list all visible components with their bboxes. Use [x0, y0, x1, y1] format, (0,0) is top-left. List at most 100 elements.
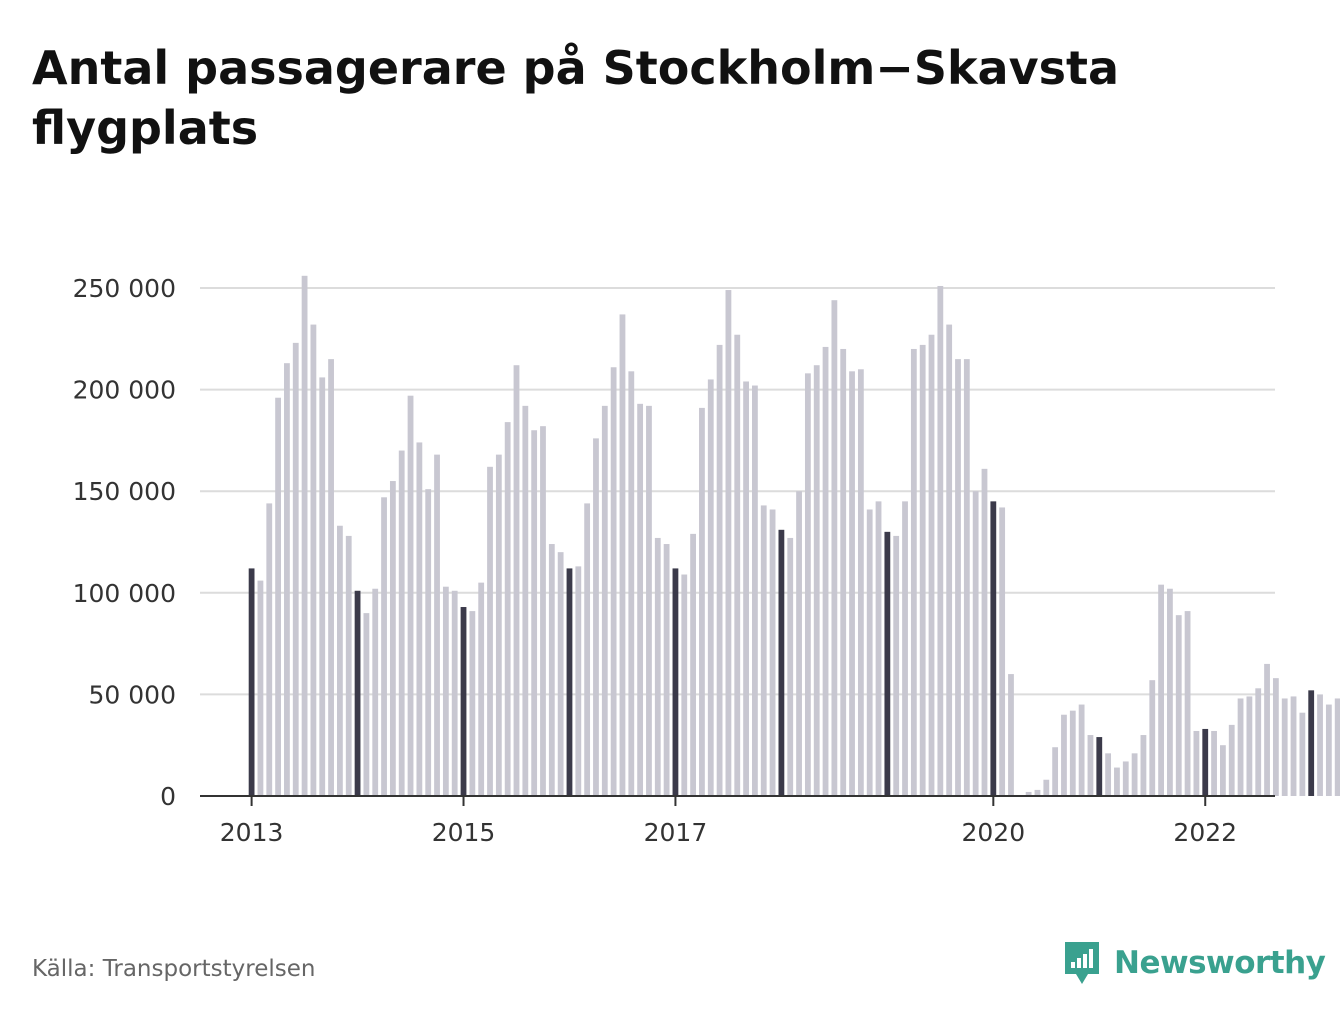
bar [1255, 688, 1262, 796]
bar [875, 501, 882, 796]
newsworthy-logo-icon [1065, 942, 1099, 984]
bar [937, 285, 944, 796]
bar [1299, 712, 1306, 796]
bar [1228, 724, 1235, 796]
bar [981, 468, 988, 796]
bar [663, 544, 670, 796]
bar [1149, 680, 1156, 796]
bar [1317, 694, 1323, 796]
bar [266, 503, 273, 796]
bar [822, 346, 829, 796]
bar [787, 537, 794, 796]
bar [1202, 728, 1209, 796]
bar [743, 381, 749, 796]
bar [337, 525, 343, 796]
y-tick-label: 0 [160, 782, 176, 811]
bar [637, 403, 644, 796]
bar [478, 582, 485, 796]
bar [584, 503, 591, 796]
bar [1175, 615, 1182, 796]
bar [654, 537, 661, 796]
bar [1078, 704, 1085, 796]
bar [1087, 735, 1094, 796]
bar [902, 501, 908, 796]
bar [557, 552, 564, 796]
bar [487, 466, 493, 796]
bar [1052, 747, 1059, 796]
bar [1325, 704, 1332, 796]
y-tick-label: 150 000 [73, 477, 176, 506]
bar [857, 369, 864, 796]
bar [566, 568, 573, 796]
bar [1131, 753, 1138, 796]
bar [1069, 710, 1076, 796]
bar [1167, 588, 1173, 796]
bar [1308, 690, 1315, 796]
bar [328, 359, 334, 796]
bar [531, 430, 538, 796]
bar [619, 314, 626, 796]
bar [495, 454, 502, 796]
chart-title: Antal passagerare på Stockholm−Skavsta f… [32, 41, 1119, 155]
bar [716, 344, 723, 796]
bar [707, 379, 714, 796]
bar [451, 590, 458, 796]
bar [575, 566, 582, 796]
x-tick-label: 2015 [432, 818, 496, 847]
y-tick-label: 50 000 [89, 680, 176, 709]
bar [1184, 611, 1191, 796]
bar [999, 507, 1006, 796]
bar [345, 535, 352, 796]
bar [469, 611, 476, 796]
bar [752, 385, 758, 796]
bar [522, 405, 529, 796]
bar [354, 590, 361, 796]
bar [1211, 730, 1217, 796]
bar [1237, 698, 1244, 796]
bar [725, 290, 732, 796]
bar [1061, 714, 1067, 796]
bar [389, 481, 396, 796]
bar [257, 580, 264, 796]
bar [292, 342, 299, 796]
bar [1272, 678, 1279, 796]
bar [442, 586, 449, 796]
y-tick-label: 100 000 [73, 579, 176, 608]
bar [434, 454, 440, 796]
bar [540, 426, 546, 796]
bar-chart: 0 50 000 100 000 150 000 200 000 250 000 2013… [73, 274, 1340, 847]
bar [1140, 735, 1147, 796]
gridlines: 0 50 000 100 000 150 000 200 000 250 000 [73, 274, 1275, 811]
bar [1246, 696, 1253, 796]
newsworthy-logo: Newsworthy [1062, 938, 1326, 988]
bar [804, 373, 811, 796]
bar [769, 509, 776, 796]
bar [1281, 698, 1288, 796]
source-note: Källa: Transportstyrelsen [32, 956, 316, 982]
bar [946, 324, 953, 796]
bar [699, 407, 705, 796]
bar [319, 377, 326, 796]
bar [919, 344, 926, 796]
bar [963, 359, 970, 796]
x-tick-label: 2020 [962, 818, 1026, 847]
bar [363, 613, 370, 796]
x-tick-label: 2022 [1173, 818, 1237, 847]
bar [893, 535, 900, 796]
newsworthy-logo-text: Newsworthy [1114, 945, 1326, 981]
y-tick-label: 200 000 [73, 376, 176, 405]
bar [831, 300, 838, 796]
bar [425, 489, 432, 796]
bar [593, 438, 599, 796]
bar [1158, 584, 1164, 796]
bar [760, 505, 767, 796]
bar [504, 422, 511, 796]
bar [866, 509, 873, 796]
bar [1290, 696, 1297, 796]
bar [928, 334, 935, 796]
bar [884, 531, 891, 796]
bar [1264, 663, 1270, 796]
bar [778, 529, 785, 796]
bars [248, 275, 1340, 797]
bar [460, 607, 467, 796]
